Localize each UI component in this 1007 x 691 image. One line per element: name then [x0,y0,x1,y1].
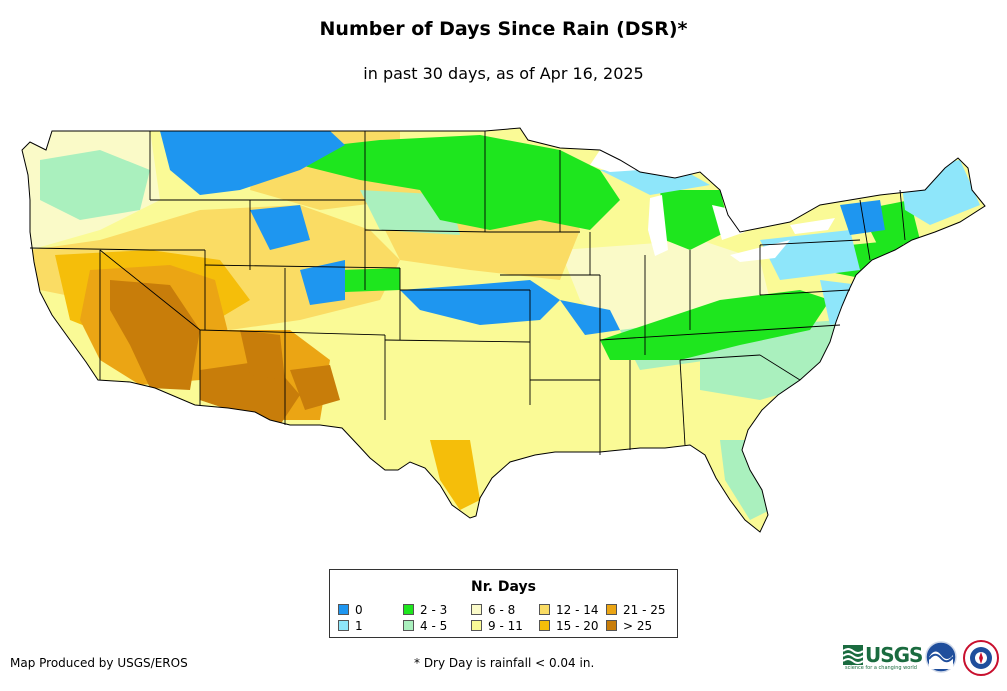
map-credit: Map Produced by USGS/EROS [10,656,188,670]
legend-swatch [338,620,349,631]
usgs-logo-text: USGS [865,643,923,667]
legend-item: 2 - 3 [403,603,447,617]
legend-item: > 25 [606,619,652,633]
usgs-wave-icon [843,645,863,665]
legend-label: 15 - 20 [556,619,599,633]
legend-item: 4 - 5 [403,619,447,633]
legend-title: Nr. Days [471,579,536,595]
legend-item: 6 - 8 [471,603,515,617]
legend-label: 4 - 5 [420,619,448,633]
noaa-logo-icon [925,641,957,673]
legend-swatch [471,604,482,615]
legend-swatch [606,620,617,631]
legend-label: 2 - 3 [420,603,448,617]
legend-label: 0 [355,603,363,617]
legend-item: 21 - 25 [606,603,666,617]
legend-label: 9 - 11 [488,619,523,633]
legend-item: 1 [338,619,363,633]
legend-swatch [539,604,550,615]
map-subtitle: in past 30 days, as of Apr 16, 2025 [363,64,644,83]
legend-item: 9 - 11 [471,619,523,633]
legend-label: 12 - 14 [556,603,599,617]
legend-swatch [471,620,482,631]
nws-logo-icon [963,640,999,676]
legend: Nr. Days 0 1 2 - 3 4 - 5 6 - 8 9 - 11 12… [329,569,678,638]
legend-label: 1 [355,619,363,633]
legend-label: 21 - 25 [623,603,666,617]
legend-label: > 25 [623,619,653,633]
footnote: * Dry Day is rainfall < 0.04 in. [414,656,595,670]
usgs-logo: USGS science for a changing world [843,643,923,671]
legend-swatch [403,620,414,631]
legend-item: 12 - 14 [539,603,599,617]
map-title: Number of Days Since Rain (DSR)* [319,18,688,40]
legend-item: 15 - 20 [539,619,599,633]
legend-swatch [606,604,617,615]
legend-swatch [403,604,414,615]
legend-label: 6 - 8 [488,603,516,617]
usgs-tagline: science for a changing world [845,665,917,671]
legend-swatch [539,620,550,631]
legend-item: 0 [338,603,363,617]
legend-swatch [338,604,349,615]
